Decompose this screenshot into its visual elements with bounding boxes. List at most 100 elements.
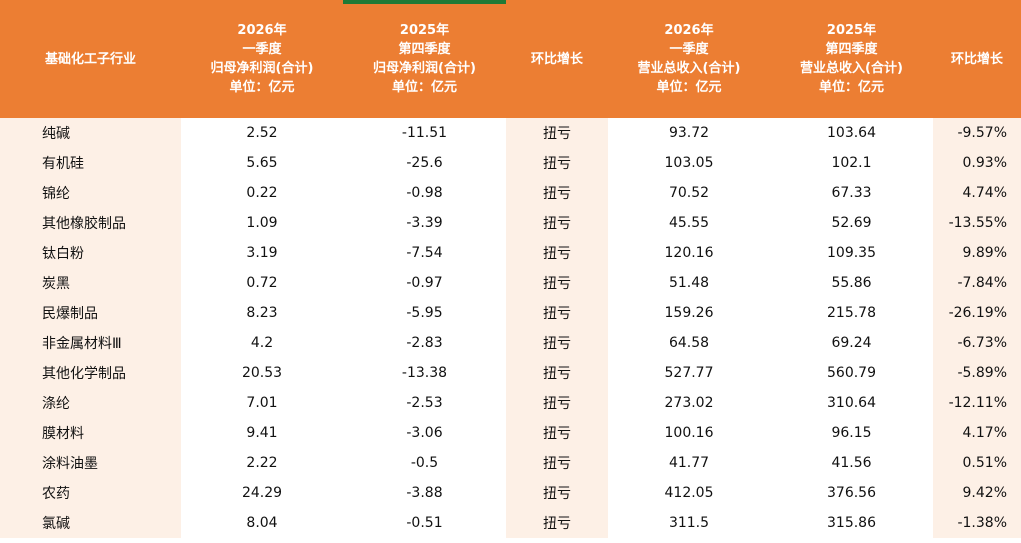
cell-profit-qoq: 扭亏 bbox=[506, 268, 608, 298]
table-row: 其他橡胶制品 1.09 -3.39 扭亏 45.55 52.69 -13.55% bbox=[0, 208, 1021, 238]
table-row: 钛白粉 3.19 -7.54 扭亏 120.16 109.35 9.89% bbox=[0, 238, 1021, 268]
table-row: 农药 24.29 -3.88 扭亏 412.05 376.56 9.42% bbox=[0, 478, 1021, 508]
cell-revenue-qoq: 9.89% bbox=[933, 238, 1021, 268]
cell-profit-2026q1: 24.29 bbox=[181, 478, 343, 508]
cell-profit-2026q1: 2.22 bbox=[181, 448, 343, 478]
header-line: 营业总收入(合计) bbox=[637, 61, 741, 76]
cell-revenue-2025q4: 102.1 bbox=[770, 148, 933, 178]
cell-profit-2025q4: -3.06 bbox=[343, 418, 506, 448]
cell-profit-qoq: 扭亏 bbox=[506, 448, 608, 478]
table-row: 民爆制品 8.23 -5.95 扭亏 159.26 215.78 -26.19% bbox=[0, 298, 1021, 328]
cell-subindustry: 钛白粉 bbox=[0, 238, 181, 268]
cell-revenue-qoq: 0.93% bbox=[933, 148, 1021, 178]
table-row: 氯碱 8.04 -0.51 扭亏 311.5 315.86 -1.38% bbox=[0, 508, 1021, 538]
cell-revenue-qoq: -1.38% bbox=[933, 508, 1021, 538]
cell-profit-2026q1: 7.01 bbox=[181, 388, 343, 418]
header-line: 一季度 bbox=[669, 42, 709, 57]
header-line: 第四季度 bbox=[398, 42, 451, 57]
cell-profit-2025q4: -0.5 bbox=[343, 448, 506, 478]
cell-subindustry: 其他化学制品 bbox=[0, 358, 181, 388]
cell-revenue-qoq: -12.11% bbox=[933, 388, 1021, 418]
header-line: 2026年 bbox=[237, 23, 287, 38]
cell-profit-2026q1: 2.52 bbox=[181, 118, 343, 148]
cell-revenue-2025q4: 67.33 bbox=[770, 178, 933, 208]
cell-profit-2025q4: -2.83 bbox=[343, 328, 506, 358]
table-body: 纯碱 2.52 -11.51 扭亏 93.72 103.64 -9.57% 有机硅 5.65 -2… bbox=[0, 118, 1021, 538]
cell-revenue-qoq: 4.17% bbox=[933, 418, 1021, 448]
cell-profit-2026q1: 8.23 bbox=[181, 298, 343, 328]
table-row: 炭黑 0.72 -0.97 扭亏 51.48 55.86 -7.84% bbox=[0, 268, 1021, 298]
cell-profit-qoq: 扭亏 bbox=[506, 478, 608, 508]
cell-profit-2025q4: -5.95 bbox=[343, 298, 506, 328]
cell-profit-2026q1: 8.04 bbox=[181, 508, 343, 538]
cell-revenue-2025q4: 103.64 bbox=[770, 118, 933, 148]
cell-profit-qoq: 扭亏 bbox=[506, 328, 608, 358]
cell-revenue-2026q1: 45.55 bbox=[608, 208, 770, 238]
table-row: 膜材料 9.41 -3.06 扭亏 100.16 96.15 4.17% bbox=[0, 418, 1021, 448]
header-profit-qoq: 环比增长 bbox=[506, 0, 608, 118]
header-line: 单位：亿元 bbox=[229, 80, 295, 95]
cell-revenue-qoq: -26.19% bbox=[933, 298, 1021, 328]
cell-profit-qoq: 扭亏 bbox=[506, 388, 608, 418]
cell-revenue-2026q1: 120.16 bbox=[608, 238, 770, 268]
cell-subindustry: 涂料油墨 bbox=[0, 448, 181, 478]
cell-subindustry: 民爆制品 bbox=[0, 298, 181, 328]
cell-profit-2025q4: -13.38 bbox=[343, 358, 506, 388]
cell-profit-2026q1: 0.22 bbox=[181, 178, 343, 208]
cell-revenue-2026q1: 103.05 bbox=[608, 148, 770, 178]
header-line: 环比增长 bbox=[530, 51, 583, 67]
cell-profit-qoq: 扭亏 bbox=[506, 508, 608, 538]
cell-revenue-qoq: -5.89% bbox=[933, 358, 1021, 388]
header-line: 基础化工子行业 bbox=[44, 51, 136, 67]
cell-revenue-2025q4: 315.86 bbox=[770, 508, 933, 538]
cell-subindustry: 炭黑 bbox=[0, 268, 181, 298]
cell-subindustry: 农药 bbox=[0, 478, 181, 508]
cell-revenue-qoq: -7.84% bbox=[933, 268, 1021, 298]
cell-revenue-2025q4: 560.79 bbox=[770, 358, 933, 388]
table-row: 非金属材料Ⅲ 4.2 -2.83 扭亏 64.58 69.24 -6.73% bbox=[0, 328, 1021, 358]
cell-revenue-2025q4: 69.24 bbox=[770, 328, 933, 358]
cell-revenue-2025q4: 55.86 bbox=[770, 268, 933, 298]
cell-revenue-2025q4: 310.64 bbox=[770, 388, 933, 418]
header-line: 2025年 bbox=[399, 23, 450, 38]
header-line: 单位：亿元 bbox=[391, 80, 457, 95]
table-row: 涂料油墨 2.22 -0.5 扭亏 41.77 41.56 0.51% bbox=[0, 448, 1021, 478]
cell-revenue-2025q4: 41.56 bbox=[770, 448, 933, 478]
cell-profit-qoq: 扭亏 bbox=[506, 208, 608, 238]
header-line: 归母净利润(合计) bbox=[210, 61, 314, 76]
cell-revenue-2026q1: 273.02 bbox=[608, 388, 770, 418]
header-line: 2025年 bbox=[826, 23, 877, 38]
cell-profit-2025q4: -0.51 bbox=[343, 508, 506, 538]
cell-subindustry: 其他橡胶制品 bbox=[0, 208, 181, 238]
header-line: 2026年 bbox=[664, 23, 714, 38]
cell-profit-qoq: 扭亏 bbox=[506, 118, 608, 148]
cell-revenue-qoq: 9.42% bbox=[933, 478, 1021, 508]
cell-profit-2025q4: -2.53 bbox=[343, 388, 506, 418]
header-profit-2025q4: 2025年 第四季度 归母净利润(合计) 单位：亿元 bbox=[343, 0, 506, 118]
table-row: 其他化学制品 20.53 -13.38 扭亏 527.77 560.79 -5.89% bbox=[0, 358, 1021, 388]
cell-revenue-qoq: -9.57% bbox=[933, 118, 1021, 148]
cell-profit-qoq: 扭亏 bbox=[506, 148, 608, 178]
cell-revenue-qoq: -13.55% bbox=[933, 208, 1021, 238]
cell-revenue-2025q4: 215.78 bbox=[770, 298, 933, 328]
cell-revenue-2026q1: 412.05 bbox=[608, 478, 770, 508]
cell-profit-2025q4: -3.88 bbox=[343, 478, 506, 508]
header-row: 基础化工子行业 2026年 一季度 归母净利润(合计) 单位：亿元 2025年 第四季度 归母… bbox=[0, 0, 1021, 118]
cell-profit-qoq: 扭亏 bbox=[506, 298, 608, 328]
cell-subindustry: 锦纶 bbox=[0, 178, 181, 208]
cell-revenue-2025q4: 109.35 bbox=[770, 238, 933, 268]
cell-subindustry: 非金属材料Ⅲ bbox=[0, 328, 181, 358]
cell-profit-2025q4: -11.51 bbox=[343, 118, 506, 148]
cell-profit-2026q1: 5.65 bbox=[181, 148, 343, 178]
cell-revenue-2025q4: 96.15 bbox=[770, 418, 933, 448]
cell-profit-qoq: 扭亏 bbox=[506, 418, 608, 448]
cell-revenue-2026q1: 51.48 bbox=[608, 268, 770, 298]
header-line: 环比增长 bbox=[950, 51, 1003, 67]
cell-revenue-2026q1: 70.52 bbox=[608, 178, 770, 208]
cell-revenue-2026q1: 527.77 bbox=[608, 358, 770, 388]
cell-subindustry: 氯碱 bbox=[0, 508, 181, 538]
cell-profit-2026q1: 0.72 bbox=[181, 268, 343, 298]
header-line: 第四季度 bbox=[825, 42, 878, 57]
